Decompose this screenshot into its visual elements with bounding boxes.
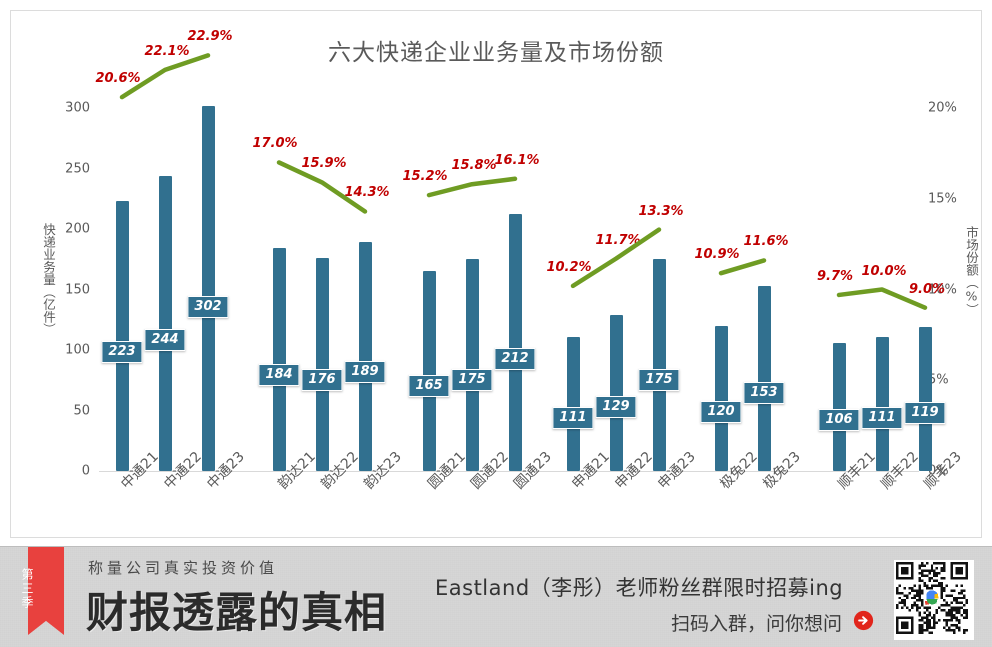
promo-headline: Eastland（李彤）老师粉丝群限时招募ing <box>435 576 844 600</box>
bottom-banner: 第三季 称量公司真实投资价值 财报透露的真相 Eastland（李彤）老师粉丝群… <box>0 546 992 647</box>
bar-value-label: 106 <box>818 409 860 432</box>
share-percent-label: 9.0% <box>908 281 946 297</box>
bar <box>566 336 580 471</box>
promo-subline: 扫码入群，问你想问 <box>670 613 842 635</box>
bar <box>832 342 846 471</box>
bar-value-label: 111 <box>861 406 903 429</box>
bar <box>918 327 932 471</box>
y-axis-left-tick: 50 <box>73 403 90 418</box>
share-percent-label: 16.1% <box>494 152 540 168</box>
bar <box>652 259 666 471</box>
banner-brand-title: 财报透露的真相 <box>86 588 388 637</box>
bar <box>201 105 215 471</box>
y-axis-left-title: 快递业务量（亿件） <box>41 223 56 336</box>
qr-code[interactable] <box>894 560 974 640</box>
plot-area: 0 50 100 150 200 250 300 0% 5% 10% 15% 20% 223 244 3… <box>65 30 957 478</box>
share-percent-label: 10.9% <box>694 247 740 263</box>
chart-card: 六大快递企业业务量及市场份额 快递业务量（亿件） 市场份额（%） 0 50 100 1… <box>10 10 982 538</box>
share-percent-label: 17.0% <box>252 136 298 152</box>
share-percent-label: 10.2% <box>546 259 592 275</box>
bar <box>315 258 329 471</box>
share-percent-label: 13.3% <box>638 203 684 219</box>
bar-value-label: 212 <box>494 347 536 370</box>
share-percent-label: 11.7% <box>595 232 641 248</box>
bar-value-label: 165 <box>408 375 450 398</box>
share-percent-label: 15.8% <box>451 158 497 174</box>
y-axis-right-tick: 0% <box>928 463 949 479</box>
season-ribbon <box>28 547 64 635</box>
y-axis-right-tick: 15% <box>928 191 957 207</box>
y-axis-left-tick: 300 <box>65 100 90 116</box>
y-axis-left-tick: 200 <box>65 221 90 237</box>
y-axis-right-tick: 5% <box>928 372 949 388</box>
banner-tagline: 称量公司真实投资价值 <box>88 559 279 577</box>
bar-value-label: 119 <box>904 401 946 424</box>
bar <box>714 325 728 471</box>
y-axis-right-tick: 20% <box>928 100 957 116</box>
y-axis-left-tick: 150 <box>65 282 90 297</box>
bar-value-label: 175 <box>451 369 493 392</box>
share-percent-label: 9.7% <box>816 268 854 284</box>
chart-title: 六大快递企业业务量及市场份额 <box>328 40 664 66</box>
bar <box>875 336 889 471</box>
bar <box>465 259 479 471</box>
share-percent-label: 22.1% <box>144 43 190 59</box>
bar-value-label: 176 <box>301 368 343 391</box>
bar-value-label: 244 <box>144 329 186 352</box>
bar-value-label: 302 <box>187 295 229 318</box>
share-percent-label: 22.9% <box>187 29 233 45</box>
share-percent-label: 11.6% <box>743 234 789 250</box>
bar-value-label: 223 <box>101 341 143 364</box>
bar-value-label: 153 <box>743 382 785 405</box>
share-percent-label: 15.9% <box>301 156 347 172</box>
bar <box>358 242 372 471</box>
share-percent-label: 15.2% <box>402 169 448 185</box>
y-axis-left-tick: 0 <box>81 463 90 479</box>
bar-value-label: 184 <box>258 364 300 387</box>
bar <box>422 271 436 471</box>
share-percent-label: 14.3% <box>344 185 390 201</box>
bar <box>115 201 129 471</box>
y-axis-right-tick: 10% <box>928 282 957 297</box>
y-axis-right-title: 市场份额（%） <box>964 226 979 316</box>
season-ribbon-label: 第三季 <box>20 568 34 610</box>
bar <box>272 248 286 471</box>
bar-value-label: 120 <box>700 401 742 424</box>
arrow-right-icon[interactable] <box>853 610 874 631</box>
bar <box>609 314 623 471</box>
bar-value-label: 111 <box>552 406 594 429</box>
bar-value-label: 129 <box>595 396 637 419</box>
share-percent-label: 10.0% <box>861 263 907 279</box>
bar-value-label: 189 <box>344 361 386 384</box>
y-axis-left-tick: 250 <box>65 161 90 176</box>
bar <box>508 214 522 471</box>
y-axis-left-tick: 100 <box>65 342 90 358</box>
x-axis-baseline <box>99 471 919 472</box>
bar-value-label: 175 <box>638 369 680 392</box>
bar <box>757 285 771 471</box>
share-percent-label: 20.6% <box>95 71 141 87</box>
bar <box>158 175 172 471</box>
